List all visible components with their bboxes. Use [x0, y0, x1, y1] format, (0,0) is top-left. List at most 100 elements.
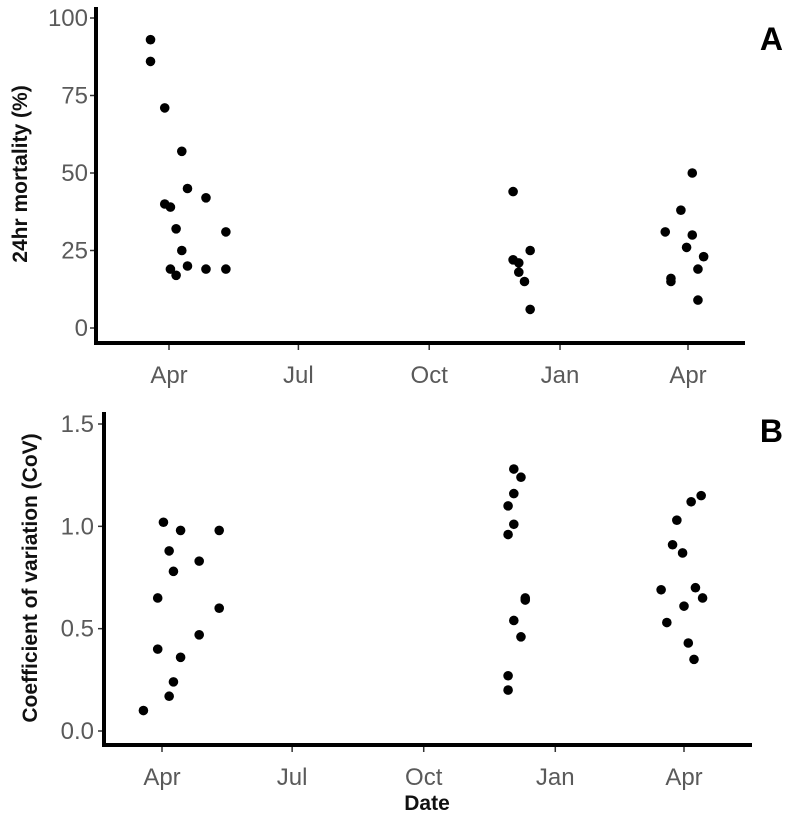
- panel-b-data-point: [677, 548, 688, 558]
- panel-b-data-point: [696, 490, 706, 501]
- panel-a-data-point: [201, 193, 211, 203]
- panel-b-letter: B: [760, 413, 783, 449]
- panel-a-points: [145, 34, 709, 315]
- panel-b-y-tick-label: 0.0: [61, 718, 94, 745]
- panel-b-data-point: [164, 546, 174, 556]
- panel-a-y-tick-label: 0: [75, 315, 88, 342]
- panel-b-x-tick-label: Jul: [277, 764, 308, 791]
- panel-a-x-tick-label: Oct: [411, 362, 449, 389]
- panel-b-data-point: [138, 705, 149, 716]
- panel-b-points: [138, 464, 708, 716]
- panel-a-data-point: [525, 245, 535, 256]
- panel-b-data-point: [503, 529, 513, 540]
- panel-a-y-axis-title: 24hr mortality (%): [9, 85, 32, 262]
- panel-b-data-point: [509, 519, 519, 530]
- panel-b-data-point: [662, 617, 672, 628]
- panel-a-y-tick-label: 50: [61, 160, 88, 187]
- panel-b-y-axis-title: Coefficient of variation (CoV): [19, 433, 42, 722]
- panel-a-x-ticks: Apr Jul Oct Jan Apr: [150, 343, 707, 389]
- panel-b-x-tick-label: Jan: [536, 764, 575, 791]
- panel-b-data-point: [194, 556, 204, 566]
- panel-b-data-point: [516, 472, 526, 483]
- panel-a-data-point: [171, 270, 181, 281]
- panel-b-data-point: [697, 593, 708, 603]
- panel-b-data-point: [509, 488, 519, 499]
- panel-a: A 24hr mortality (%) 0 25 50 75 100 Apr Jul Oc…: [9, 5, 783, 389]
- panel-a-x-tick-label: Apr: [150, 362, 187, 389]
- panel-a-letter: A: [760, 21, 783, 57]
- panel-a-x-tick-label: Jul: [283, 362, 314, 389]
- panel-b-data-point: [158, 517, 169, 528]
- panel-b-data-point: [686, 496, 696, 507]
- panel-a-x-tick-label: Jan: [541, 362, 580, 389]
- panel-a-data-point: [182, 183, 193, 194]
- panel-a-data-point: [676, 205, 686, 215]
- panel-b-data-point: [214, 525, 225, 536]
- panel-a-data-point: [693, 295, 703, 305]
- panel-a-data-point: [145, 56, 156, 67]
- panel-b: B Coefficient of variation (CoV) 0.0 0.5 1…: [19, 411, 783, 815]
- panel-b-y-ticks: 0.0 0.5 1.0 1.5: [61, 411, 104, 745]
- panel-a-data-point: [681, 242, 692, 253]
- panel-a-data-point: [182, 261, 193, 271]
- panel-b-x-tick-label: Apr: [143, 764, 180, 791]
- panel-b-x-tick-label: Oct: [405, 764, 443, 791]
- panel-b-data-point: [168, 677, 179, 687]
- panel-a-data-point: [687, 230, 698, 240]
- panel-b-data-point: [509, 615, 519, 626]
- panel-b-data-point: [683, 638, 694, 648]
- panel-b-data-point: [214, 603, 225, 613]
- panel-b-data-point: [672, 515, 682, 525]
- panel-a-data-point: [145, 34, 156, 45]
- panel-b-data-point: [520, 595, 531, 605]
- panel-b-x-tick-label: Apr: [665, 764, 702, 791]
- panel-a-data-point: [687, 168, 698, 178]
- panel-a-data-point: [201, 264, 211, 274]
- panel-b-data-point: [503, 685, 513, 695]
- panel-a-data-point: [159, 103, 170, 113]
- panel-a-data-point: [176, 146, 187, 157]
- panel-a-data-point: [221, 227, 231, 237]
- panel-b-data-point: [656, 584, 666, 595]
- panel-b-y-tick-label: 0.5: [61, 616, 94, 643]
- panel-b-data-point: [152, 644, 163, 654]
- panel-a-data-point: [165, 264, 176, 274]
- panel-a-data-point: [508, 186, 518, 197]
- panel-b-data-point: [509, 464, 519, 474]
- panel-b-data-point: [690, 582, 701, 593]
- panel-a-data-point: [666, 276, 676, 287]
- panel-b-data-point: [667, 539, 678, 550]
- panel-a-data-point: [660, 227, 671, 237]
- panel-a-x-tick-label: Apr: [669, 362, 706, 389]
- panel-b-data-point: [175, 525, 186, 536]
- panel-a-y-tick-label: 25: [61, 238, 88, 265]
- panel-b-data-point: [168, 566, 179, 577]
- panel-b-y-tick-label: 1.5: [61, 411, 94, 438]
- panel-b-x-axis-title: Date: [404, 792, 450, 815]
- panel-a-y-tick-label: 100: [48, 5, 88, 32]
- panel-b-data-point: [516, 632, 526, 642]
- panel-a-y-tick-label: 75: [61, 83, 88, 110]
- panel-a-data-point: [513, 267, 524, 278]
- panel-b-data-point: [164, 691, 174, 702]
- panel-b-data-point: [175, 652, 186, 663]
- panel-b-x-ticks: Apr Jul Oct Jan Apr: [143, 745, 703, 791]
- panel-a-data-point: [171, 224, 181, 234]
- panel-a-data-point: [221, 264, 231, 274]
- panel-b-data-point: [503, 501, 513, 511]
- panel-a-data-point: [176, 245, 187, 256]
- panel-b-data-point: [679, 601, 689, 611]
- panel-b-data-point: [152, 593, 163, 603]
- panel-a-data-point: [165, 202, 176, 212]
- panel-a-data-point: [525, 304, 535, 315]
- panel-a-y-ticks: 0 25 50 75 100: [48, 5, 96, 342]
- panel-b-data-point: [689, 654, 699, 665]
- panel-a-data-point: [698, 251, 709, 262]
- panel-a-data-point: [513, 258, 524, 268]
- panel-a-data-point: [693, 264, 703, 274]
- panel-b-data-point: [503, 670, 513, 681]
- panel-b-data-point: [194, 630, 204, 640]
- panel-b-y-tick-label: 1.0: [61, 513, 94, 540]
- panel-a-data-point: [519, 276, 530, 287]
